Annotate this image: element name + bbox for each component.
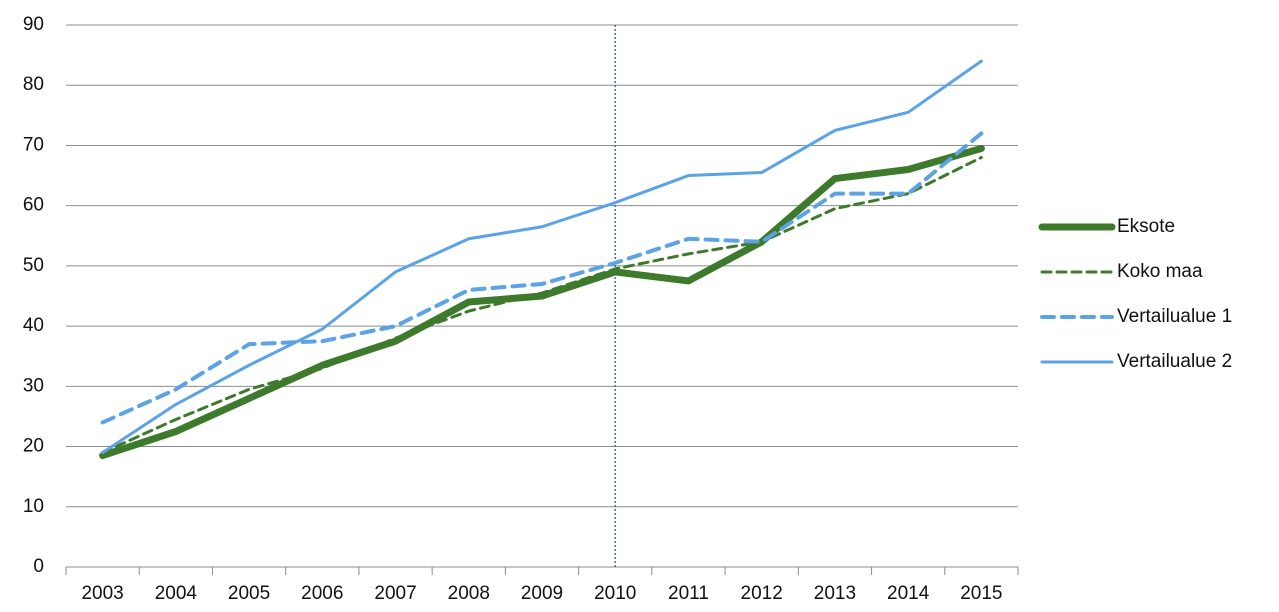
series-line bbox=[99, 144, 985, 460]
x-tick-label: 2007 bbox=[374, 583, 416, 604]
series-line bbox=[100, 131, 984, 425]
y-tick-label: 80 bbox=[23, 74, 44, 95]
x-tick-label: 2009 bbox=[521, 583, 563, 604]
x-tick-label: 2013 bbox=[814, 583, 856, 604]
y-tick-label: 90 bbox=[23, 14, 44, 35]
x-tick-label: 2005 bbox=[228, 583, 270, 604]
x-tick-label: 2003 bbox=[81, 583, 123, 604]
y-tick-label: 20 bbox=[23, 436, 44, 457]
series-line bbox=[101, 59, 983, 455]
series-line bbox=[101, 155, 983, 455]
y-tick-label: 30 bbox=[23, 375, 44, 396]
x-tick-label: 2006 bbox=[301, 583, 343, 604]
legend-label: Vertailualue 1 bbox=[1117, 306, 1232, 327]
y-tick-label: 70 bbox=[23, 134, 44, 155]
x-tick-label: 2014 bbox=[887, 583, 930, 604]
x-tick-label: 2008 bbox=[448, 583, 490, 604]
legend-label: Eksote bbox=[1117, 216, 1175, 237]
x-tick-label: 2004 bbox=[155, 583, 198, 604]
y-tick-label: 0 bbox=[33, 556, 44, 577]
y-tick-label: 60 bbox=[23, 195, 44, 216]
x-tick-label: 2015 bbox=[960, 583, 1002, 604]
legend-label: Vertailualue 2 bbox=[1117, 351, 1232, 372]
y-tick-label: 10 bbox=[23, 496, 44, 517]
x-tick-label: 2010 bbox=[594, 583, 636, 604]
y-tick-label: 50 bbox=[23, 255, 44, 276]
x-tick-label: 2012 bbox=[741, 583, 783, 604]
legend-label: Koko maa bbox=[1117, 261, 1203, 282]
y-tick-label: 40 bbox=[23, 315, 44, 336]
x-tick-label: 2011 bbox=[668, 583, 709, 604]
